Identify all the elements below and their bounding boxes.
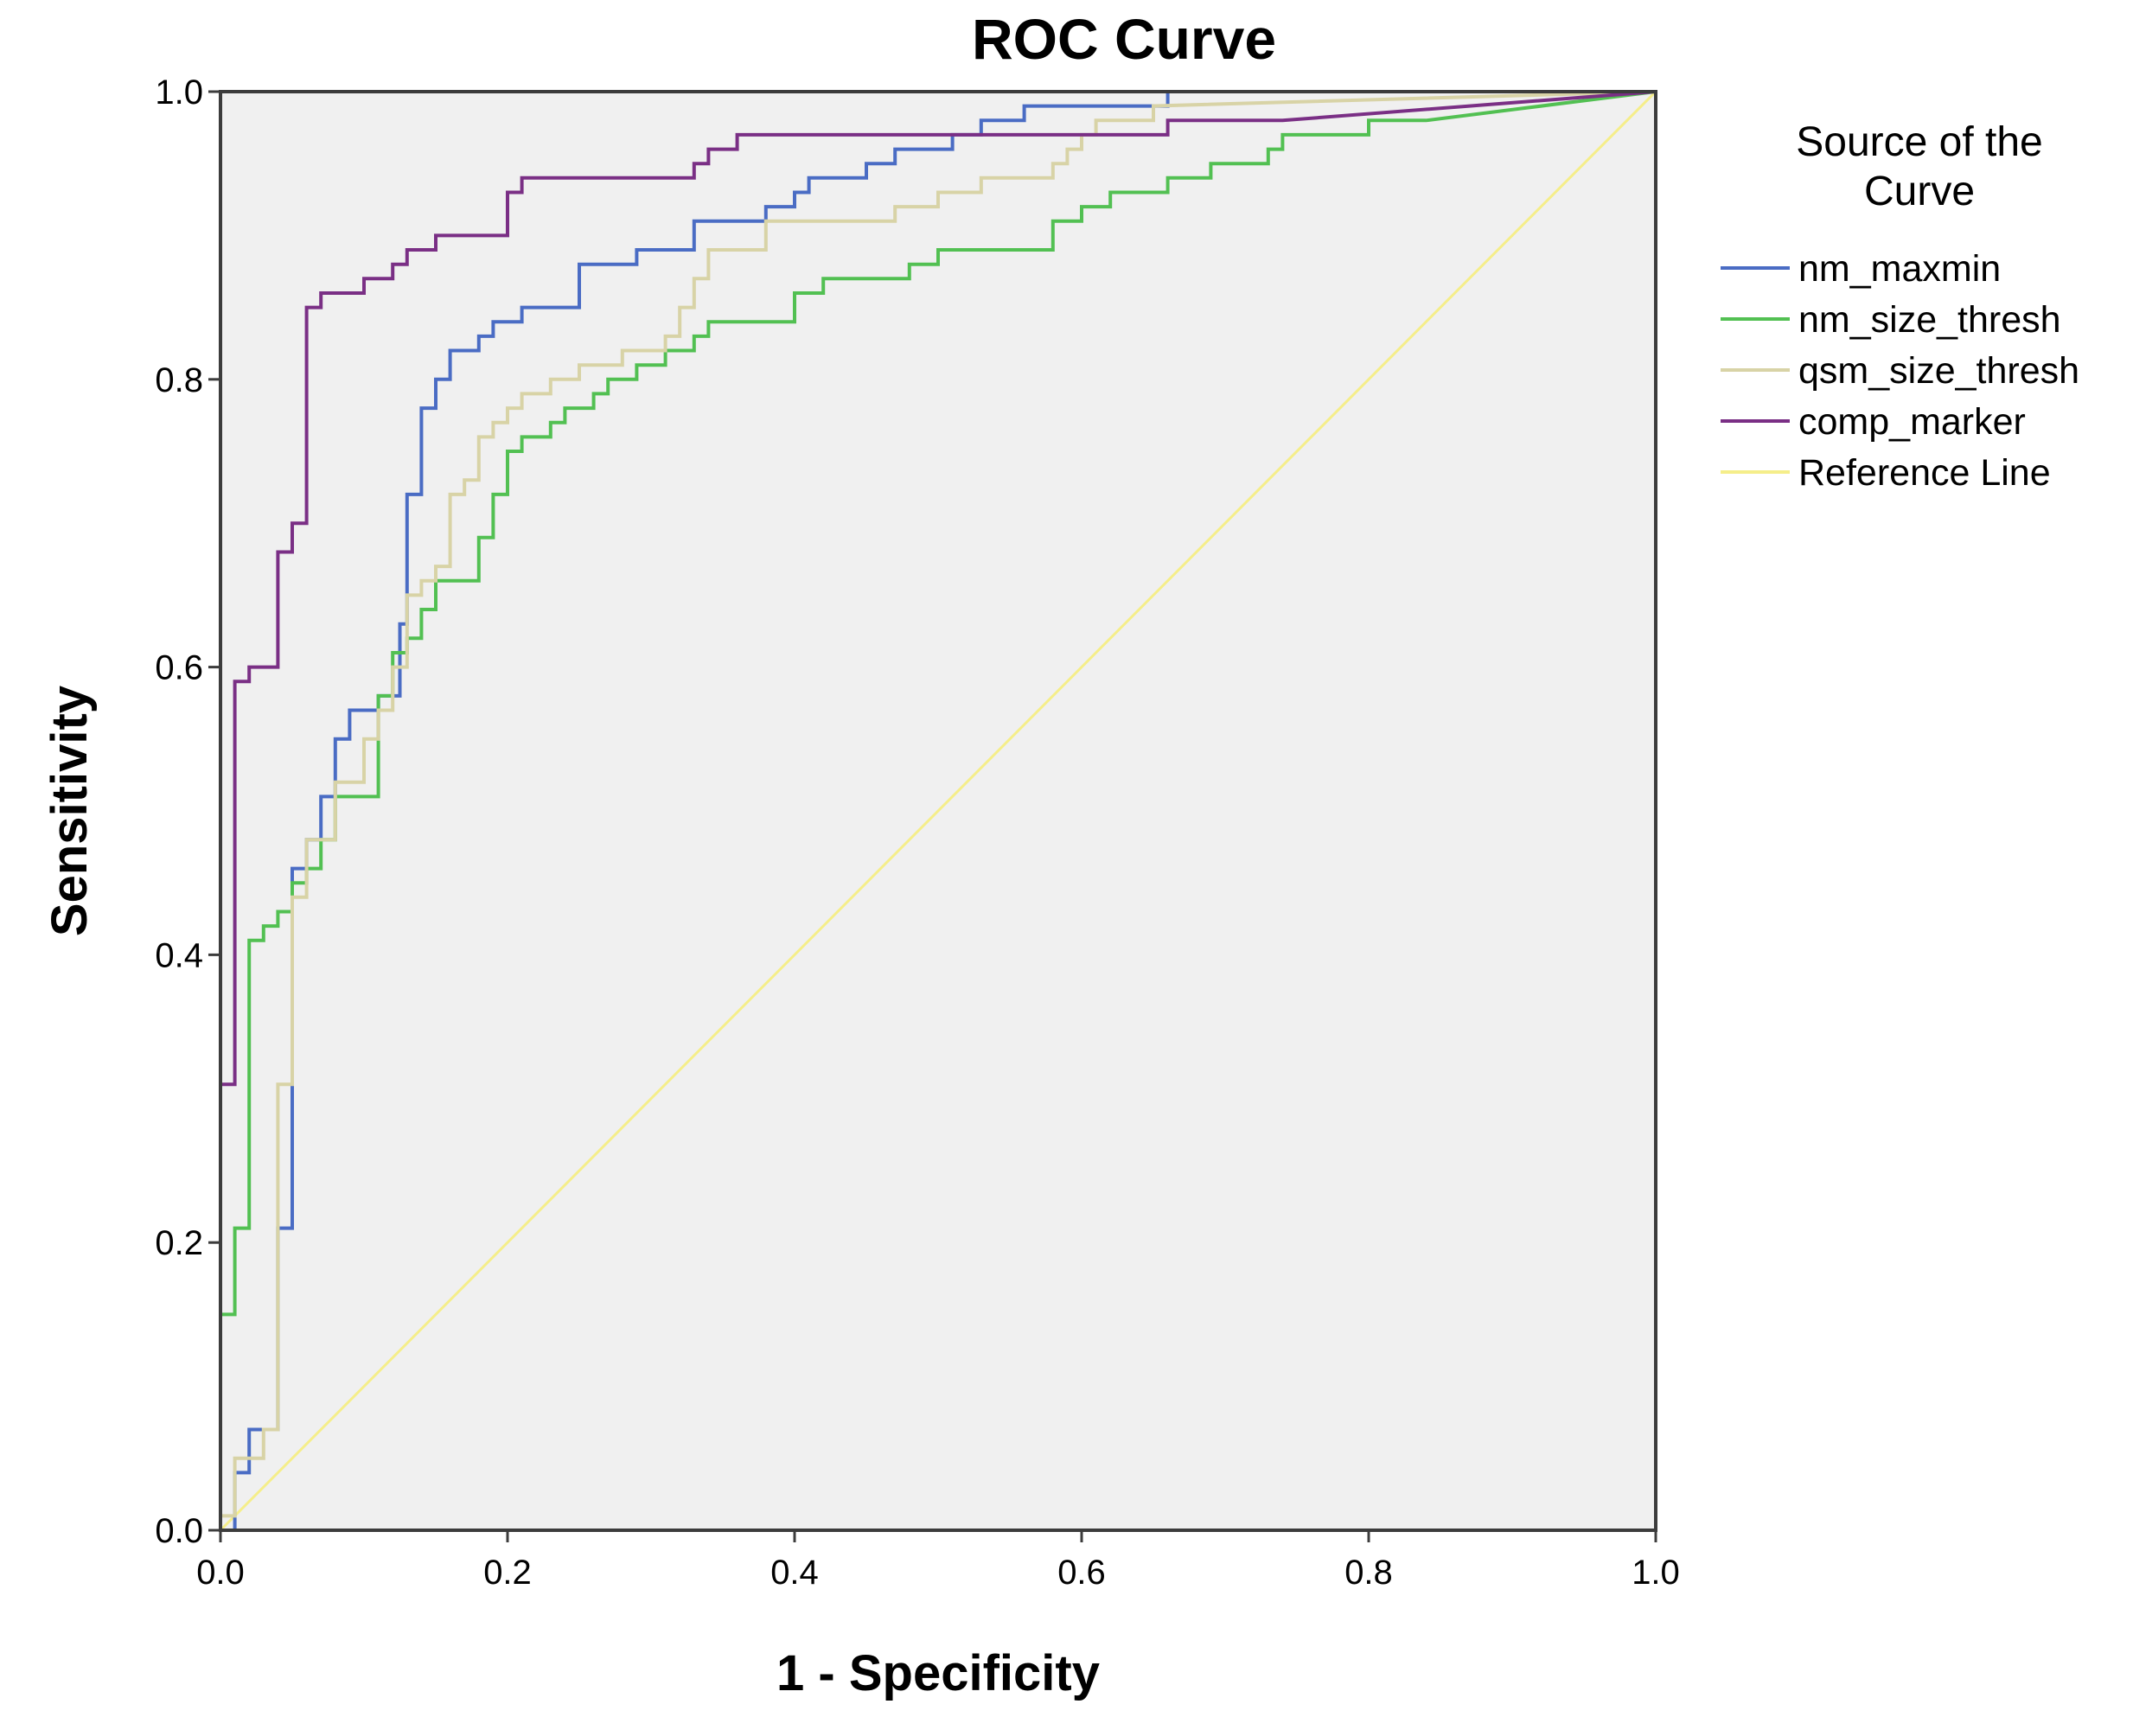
y-tick-label: 0.6: [155, 649, 203, 687]
chart-title: ROC Curve: [972, 7, 1276, 71]
legend-title-line-2: Curve: [1864, 169, 1975, 214]
x-tick-label: 1.0: [1632, 1554, 1680, 1592]
x-tick-label: 0.8: [1344, 1554, 1393, 1592]
y-tick-label: 0.8: [155, 361, 203, 399]
legend-label: comp_marker: [1798, 401, 2026, 443]
y-axis-label: Sensitivity: [42, 686, 98, 936]
series-line-qsm-size-thresh: [219, 90, 1657, 1530]
y-tick-label: 0.2: [155, 1224, 203, 1262]
x-tick-label: 0.0: [196, 1554, 245, 1592]
series-line-nm-size-thresh: [219, 90, 1657, 1530]
y-tick-label: 0.0: [155, 1512, 203, 1550]
series-line-comp-marker: [219, 90, 1657, 1530]
x-axis-label: 1 - Specificity: [776, 1645, 1100, 1701]
x-tick-label: 0.4: [770, 1554, 819, 1592]
y-axis: 0.0 0.2 0.4 0.6 0.8 1.0: [155, 73, 220, 1550]
legend-label: nm_size_thresh: [1798, 299, 2061, 341]
legend: Source of the Curve nm_maxmin nm_size_thr…: [1721, 119, 2079, 494]
x-axis: 0.0 0.2 0.4 0.6 0.8 1.0: [196, 1530, 1680, 1592]
legend-label: Reference Line: [1798, 452, 2051, 494]
legend-title-line-1: Source of the: [1796, 119, 2043, 165]
series-line-reference-line: [219, 90, 1657, 1532]
x-tick-label: 0.6: [1057, 1554, 1106, 1592]
x-tick-label: 0.2: [483, 1554, 532, 1592]
legend-label: qsm_size_thresh: [1798, 350, 2079, 392]
y-tick-label: 0.4: [155, 936, 203, 974]
legend-label: nm_maxmin: [1798, 248, 2001, 290]
plot-frame: [219, 90, 1657, 1532]
y-tick-label: 1.0: [155, 73, 203, 112]
series-layer: [219, 90, 1657, 1532]
